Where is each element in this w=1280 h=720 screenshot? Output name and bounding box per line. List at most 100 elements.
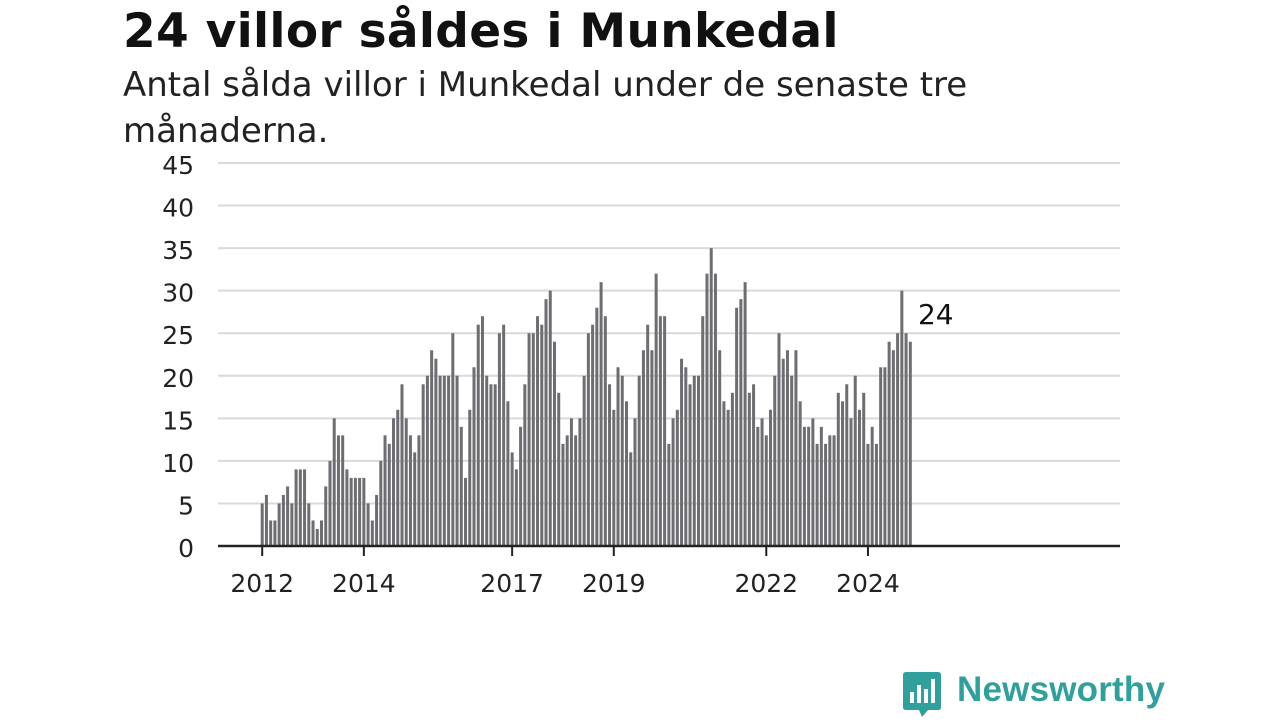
bar: [480, 316, 484, 546]
bar: [688, 384, 692, 546]
bar: [807, 426, 811, 546]
bar: [336, 435, 340, 546]
bar: [472, 367, 476, 546]
bar: [417, 435, 421, 546]
x-tick-label: 2017: [480, 569, 544, 598]
bar: [853, 375, 857, 546]
bar: [896, 333, 900, 546]
bar: [548, 290, 552, 546]
bar: [701, 316, 705, 546]
bar: [684, 367, 688, 546]
bar: [849, 418, 853, 546]
bar: [489, 384, 493, 546]
brand-name: Newsworthy: [957, 670, 1166, 709]
bar: [781, 358, 785, 546]
bar: [841, 401, 845, 546]
bar: [620, 375, 624, 546]
bar: [269, 520, 273, 546]
bar: [769, 409, 773, 546]
bar: [773, 375, 777, 546]
y-tick-label: 5: [178, 491, 194, 520]
x-tick-label: 2019: [582, 569, 646, 598]
bar: [760, 418, 764, 546]
bar: [519, 426, 523, 546]
bar: [260, 503, 264, 546]
bar: [845, 384, 849, 546]
bar: [743, 282, 747, 546]
y-tick-label: 35: [162, 236, 194, 265]
bar: [764, 435, 768, 546]
y-tick-label: 45: [162, 151, 194, 180]
bar: [544, 299, 548, 546]
bar: [438, 375, 442, 546]
bar: [625, 401, 628, 546]
bar: [557, 392, 561, 546]
bar: [680, 358, 684, 546]
bar: [531, 333, 535, 546]
bar: [612, 409, 616, 546]
bar: [713, 273, 717, 546]
bar: [358, 477, 362, 546]
bar: [527, 333, 531, 546]
bar: [650, 350, 654, 546]
bar: [667, 443, 671, 546]
x-axis: 2012 2014 2017 2019 2022 2024: [218, 544, 1120, 598]
bar: [506, 401, 510, 546]
y-tick-label: 25: [162, 321, 194, 350]
bar: [298, 469, 302, 546]
x-tick-label: 2022: [734, 569, 798, 598]
bar: [675, 409, 679, 546]
bar: [870, 426, 874, 546]
bar: [281, 494, 285, 546]
bar: [718, 350, 722, 546]
bar: [502, 324, 506, 546]
bar: [794, 350, 798, 546]
bar: [862, 392, 866, 546]
bar: [451, 333, 455, 546]
bar: [663, 316, 667, 546]
bar: [811, 418, 815, 546]
bar: [362, 477, 366, 546]
bar: [874, 443, 878, 546]
y-tick-label: 40: [162, 194, 194, 223]
bar: [464, 477, 468, 546]
bar: [328, 460, 332, 546]
bar: [608, 384, 612, 546]
highlight-value-label: 24: [918, 298, 954, 331]
bar: [413, 452, 417, 546]
bar: [569, 418, 573, 546]
bar: [421, 384, 425, 546]
bar: [290, 503, 294, 546]
gridlines: [218, 162, 1120, 505]
bar: [485, 375, 489, 546]
bar: [802, 426, 806, 546]
bar: [307, 503, 311, 546]
bar: [646, 324, 650, 546]
bar: [324, 486, 328, 546]
newsworthy-chart-bubble-icon: [903, 672, 941, 717]
bar: [671, 418, 675, 546]
bar: [565, 435, 569, 546]
y-tick-label: 15: [162, 406, 194, 435]
bar: [455, 375, 459, 546]
x-tick-label: 2012: [230, 569, 294, 598]
bar: [709, 248, 713, 547]
bar: [739, 299, 743, 546]
x-tick-label: 2024: [836, 569, 900, 598]
bar: [857, 409, 861, 546]
bar: [654, 273, 658, 546]
bar: [595, 307, 599, 546]
bar: [747, 392, 751, 546]
bar: [425, 375, 429, 546]
bar: [396, 409, 400, 546]
bar: [641, 350, 645, 546]
bar: [629, 452, 633, 546]
bar: [366, 503, 370, 546]
bar: [277, 503, 281, 546]
bar: [510, 452, 514, 546]
bar: [726, 409, 730, 546]
bar: [752, 384, 756, 546]
bar: [345, 469, 349, 546]
bar: [879, 367, 883, 546]
